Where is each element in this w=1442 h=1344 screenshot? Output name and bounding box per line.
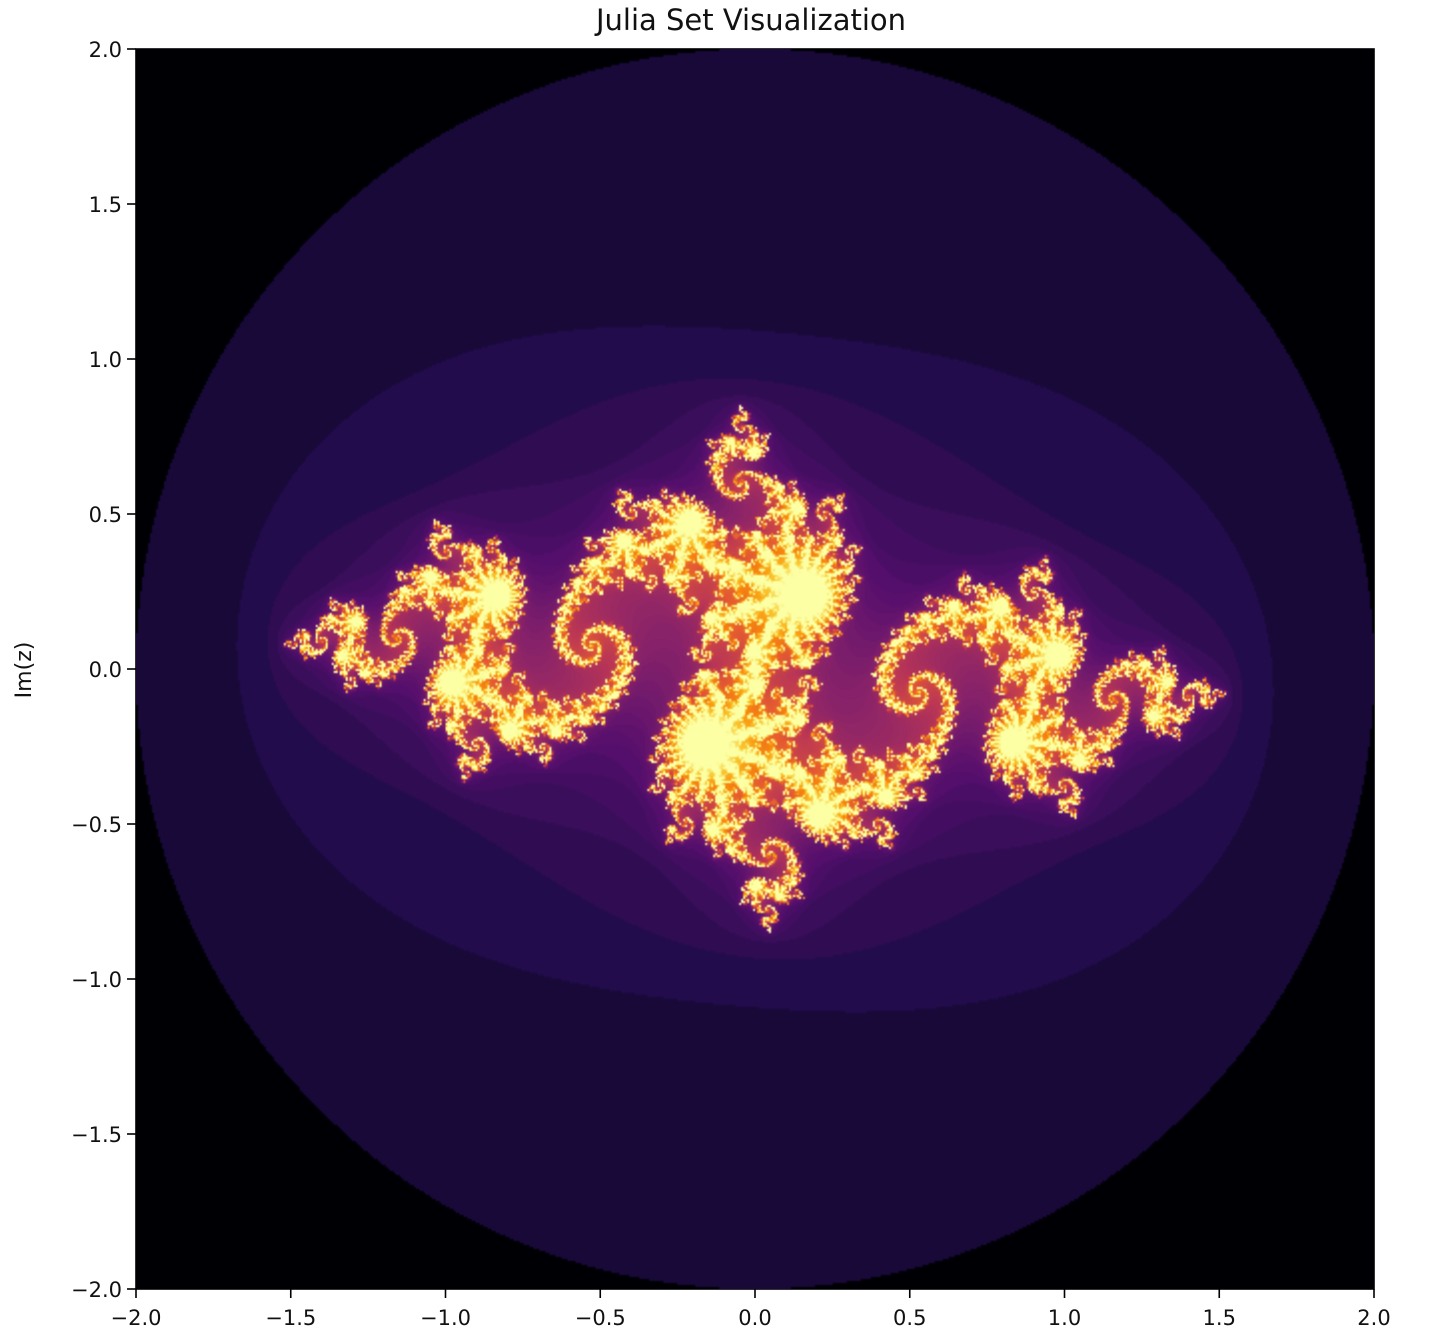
x-tick-label: 2.0: [1357, 1306, 1390, 1330]
chart-title: Julia Set Visualization: [594, 3, 906, 37]
x-tick-label: −2.0: [111, 1306, 162, 1330]
y-tick-label: −1.0: [71, 968, 122, 992]
x-axis-ticks: −2.0 −1.5 −1.0 −0.5 0.0 0.5 1.0 1.5 2.0: [111, 1289, 1391, 1330]
y-tick-label: −0.5: [71, 813, 122, 837]
y-tick-label: 1.5: [89, 193, 122, 217]
y-tick-label: −2.0: [71, 1278, 122, 1302]
julia-set-image: [136, 49, 1374, 1289]
y-axis-label: Im(z): [12, 642, 37, 699]
x-tick-label: 1.0: [1048, 1306, 1081, 1330]
x-tick-label: 0.5: [893, 1306, 926, 1330]
x-tick-label: −1.5: [265, 1306, 316, 1330]
x-tick-label: −0.5: [575, 1306, 626, 1330]
x-tick-label: 1.5: [1203, 1306, 1236, 1330]
x-tick-label: −1.0: [420, 1306, 471, 1330]
y-tick-label: 0.5: [89, 503, 122, 527]
y-tick-label: 1.0: [89, 348, 122, 372]
y-tick-label: −1.5: [71, 1123, 122, 1147]
x-tick-label: 0.0: [738, 1306, 771, 1330]
y-tick-label: 2.0: [89, 38, 122, 62]
y-tick-label: 0.0: [89, 658, 122, 682]
y-axis-ticks: −2.0 −1.5 −1.0 −0.5 0.0 0.5 1.0 1.5 2.0: [71, 38, 136, 1302]
